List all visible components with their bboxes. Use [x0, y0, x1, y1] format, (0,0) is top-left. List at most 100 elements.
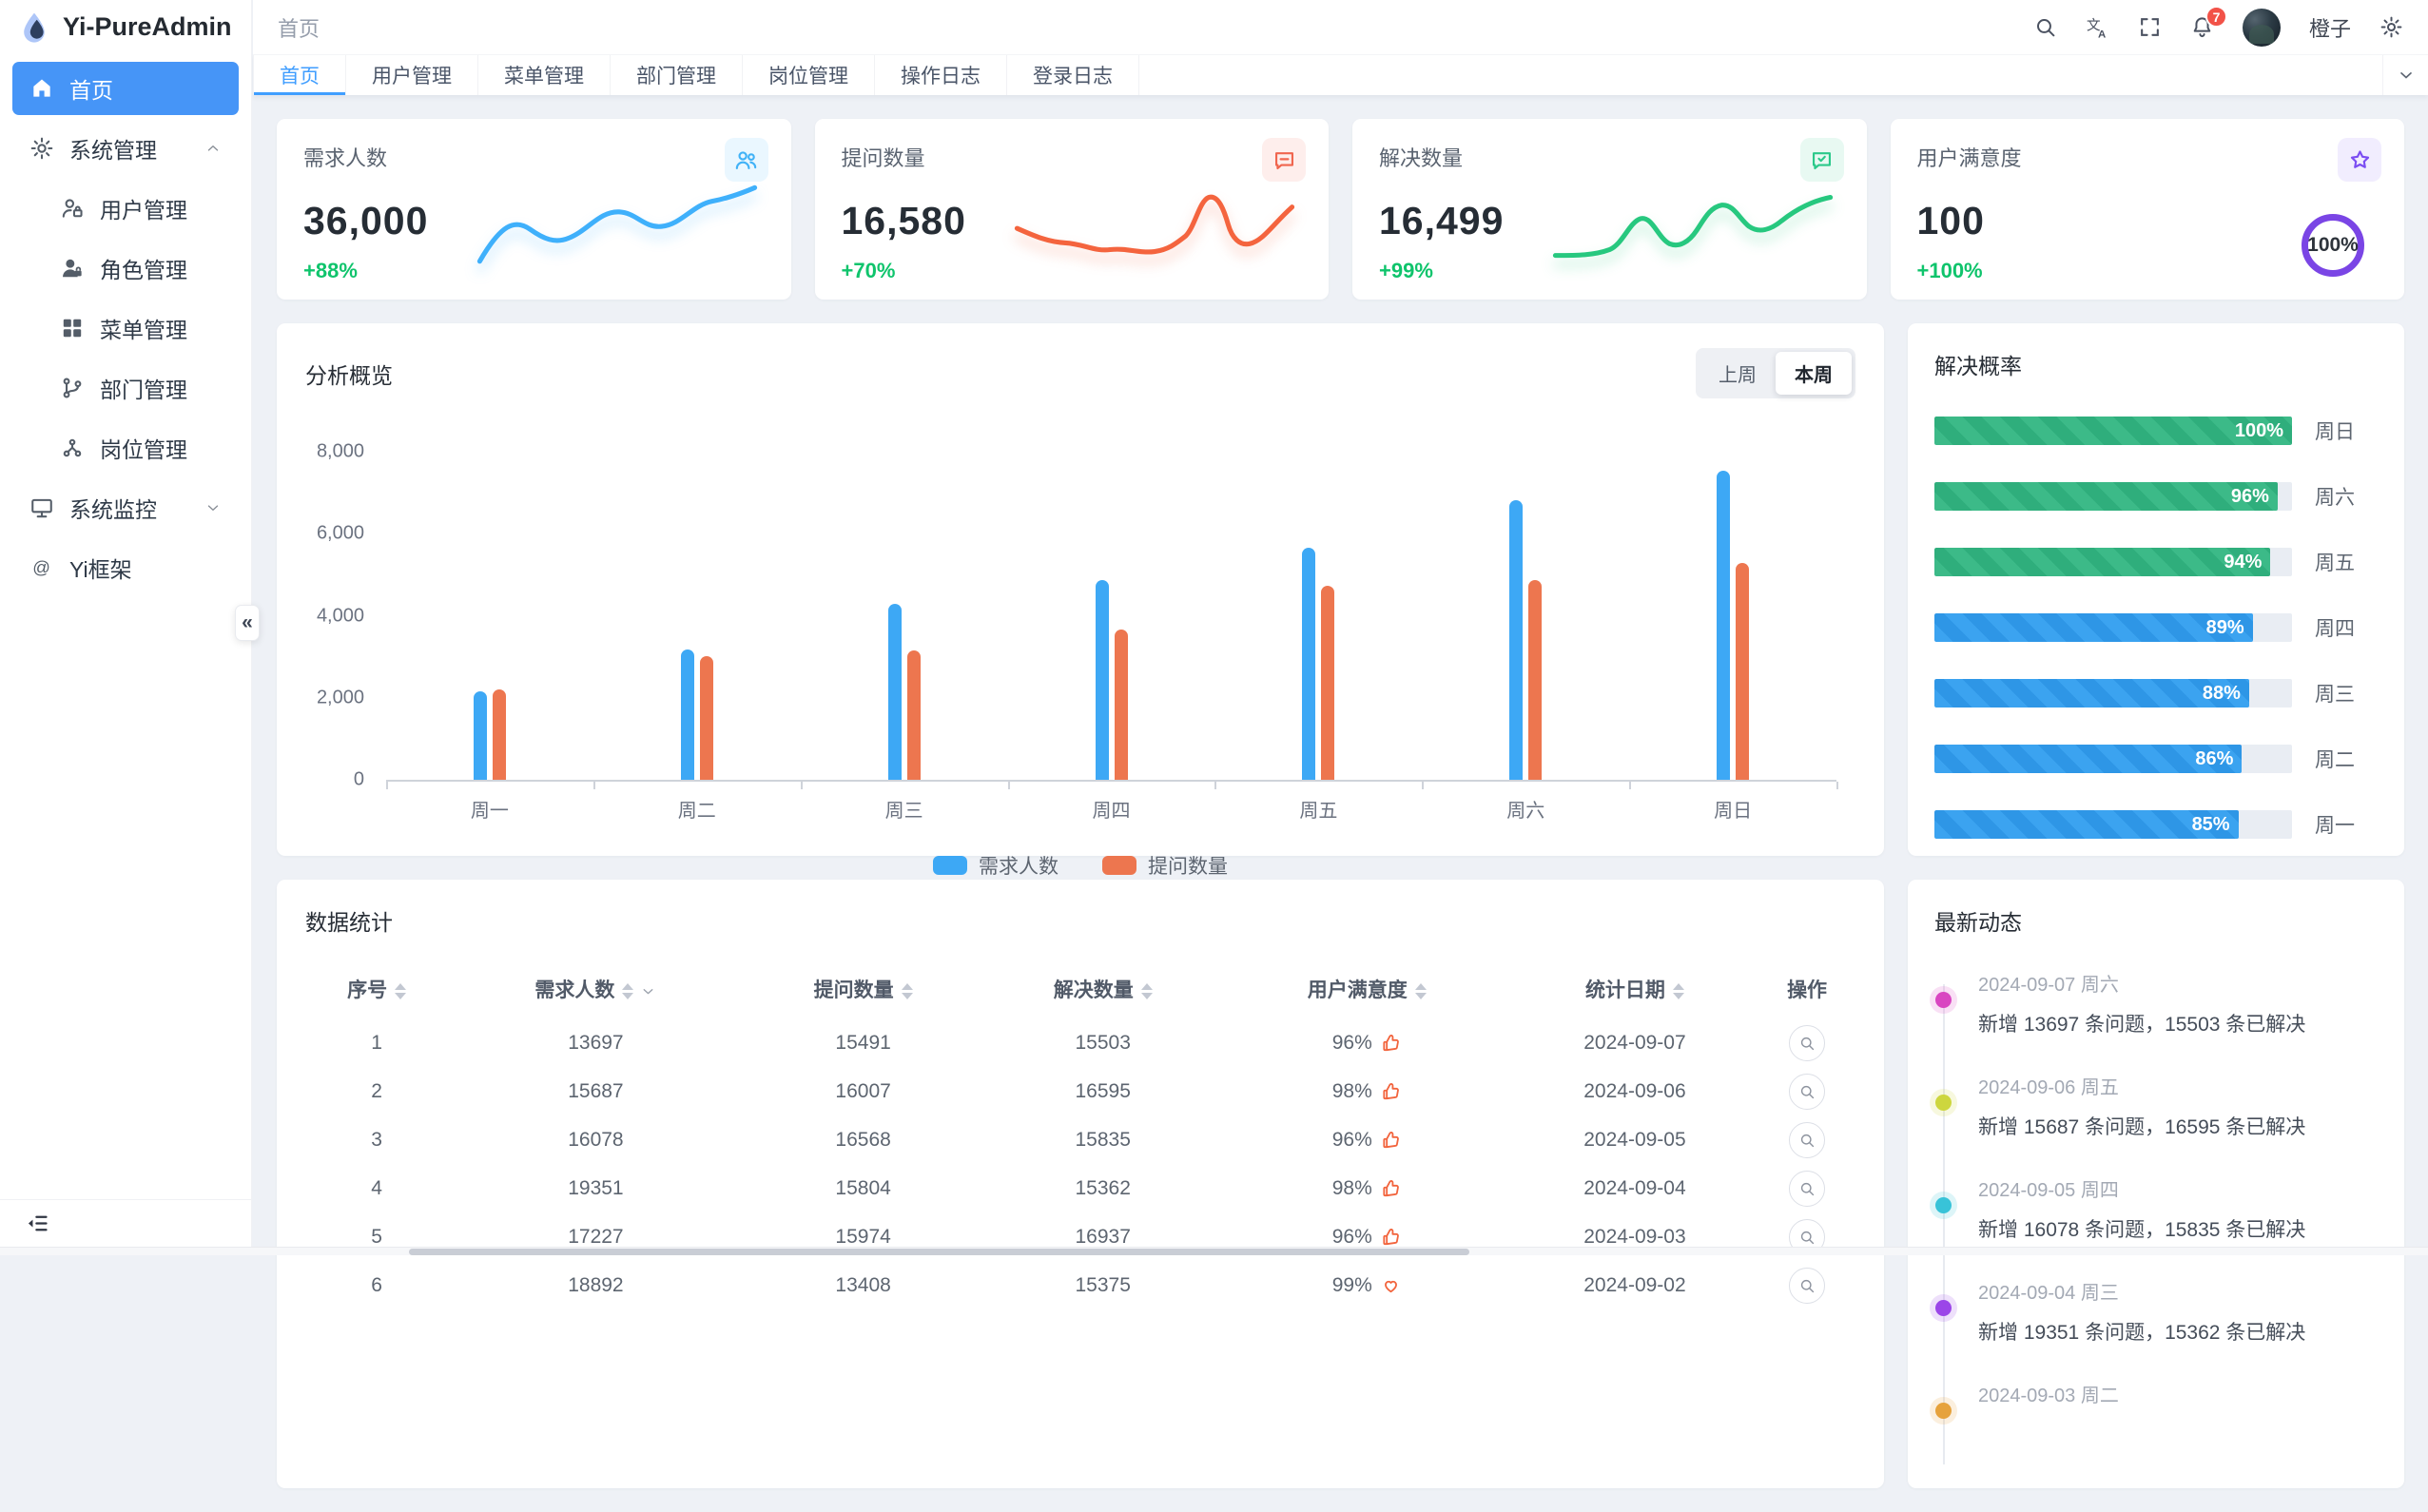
sidebar-item-菜单管理[interactable]: 菜单管理 [12, 301, 239, 355]
tab-登录日志[interactable]: 登录日志 [1007, 55, 1139, 95]
sidebar-collapse-handle[interactable]: « [235, 605, 260, 641]
column-header-需求人数: 需求人数 [448, 960, 743, 1018]
view-row-button[interactable] [1789, 1170, 1826, 1207]
gear-icon[interactable] [2379, 15, 2403, 39]
app-title: Yi-PureAdmin [63, 12, 232, 41]
sidebar-item-岗位管理[interactable]: 岗位管理 [12, 421, 239, 475]
bar-需求人数[interactable] [887, 604, 902, 780]
bar-提问数量[interactable] [1528, 580, 1543, 780]
stat-card-value: 100 [1916, 199, 1985, 242]
x-axis-labels: 周一 周二 周三 周四 周五 周六 周日 [386, 795, 1836, 823]
filter-chevron-icon[interactable] [640, 983, 656, 999]
bell-icon[interactable]: 7 [2190, 6, 2227, 39]
bar-需求人数[interactable] [1717, 471, 1731, 780]
tab-label: 菜单管理 [504, 66, 584, 87]
sort-carets[interactable] [1672, 982, 1684, 999]
progress-track: 94% [1934, 548, 2292, 576]
legend-item-需求人数[interactable]: 需求人数 [933, 851, 1059, 880]
solve-rate-row-周一: 85% 周一 [1934, 810, 2378, 839]
bar-提问数量[interactable] [1321, 586, 1335, 780]
sidebar-item-首页[interactable]: 首页 [12, 62, 239, 115]
svg-text:文: 文 [2087, 18, 2101, 34]
data-statistics-title: 数据统计 [305, 910, 393, 935]
activity-item: 2024-09-03 周二 [1934, 1380, 2378, 1419]
cell-actions [1758, 1115, 1855, 1164]
tab-岗位管理[interactable]: 岗位管理 [743, 55, 875, 95]
sidebar-item-角色管理[interactable]: 角色管理 [12, 242, 239, 295]
bar-需求人数[interactable] [473, 691, 487, 780]
legend-swatch [1102, 856, 1136, 875]
legend-item-提问数量[interactable]: 提问数量 [1102, 851, 1228, 880]
tab-操作日志[interactable]: 操作日志 [875, 55, 1007, 95]
bar-提问数量[interactable] [1114, 630, 1128, 780]
bar-需求人数[interactable] [1509, 500, 1524, 780]
avatar[interactable] [2242, 8, 2281, 47]
sort-carets[interactable] [622, 982, 634, 999]
fullscreen-icon[interactable] [2138, 15, 2162, 39]
progress-percent: 94% [2224, 551, 2263, 572]
y-axis-label: 4,000 [316, 605, 364, 626]
stat-card-value: 16,499 [1379, 199, 1505, 242]
stat-card-delta: +88% [303, 259, 358, 282]
sort-carets[interactable] [1140, 982, 1153, 999]
grid-icon [60, 316, 85, 340]
sidebar-item-Yi框架[interactable]: @ Yi框架 [12, 541, 239, 594]
search-icon [1798, 1277, 1816, 1294]
view-row-button[interactable] [1789, 1121, 1826, 1158]
tab-部门管理[interactable]: 部门管理 [611, 55, 743, 95]
sidebar-item-label: 岗位管理 [100, 437, 187, 462]
sort-carets[interactable] [395, 982, 407, 999]
sidebar-item-label: Yi框架 [69, 557, 132, 582]
analysis-overview-title: 分析概览 [305, 362, 393, 388]
bars-area [386, 454, 1836, 780]
progress-fill: 85% [1934, 810, 2239, 839]
toggle-上周[interactable]: 上周 [1719, 365, 1757, 386]
sidebar-item-部门管理[interactable]: 部门管理 [12, 361, 239, 415]
cell-date: 2024-09-07 [1583, 1031, 1686, 1054]
bar-提问数量[interactable] [1736, 563, 1750, 780]
bar-chart: 0 2,000 4,000 6,000 8,000 [317, 441, 1838, 790]
progress-track: 86% [1934, 745, 2292, 773]
bar-需求人数[interactable] [1095, 580, 1109, 780]
stat-card-用户满意度: 用户满意度 100 +100% 100% [1890, 119, 2404, 300]
view-row-button[interactable] [1789, 1024, 1826, 1061]
bar-提问数量[interactable] [492, 689, 506, 780]
activity-item: 2024-09-06 周五 新增 15687 条问题，16595 条已解决 [1934, 1072, 2378, 1140]
table-row: 3 16078 16568 15835 96% 2024-09-05 [305, 1115, 1855, 1164]
sidebar-item-系统监控[interactable]: 系统监控 [12, 481, 239, 534]
scrollbar-thumb[interactable] [409, 1249, 1469, 1255]
sort-carets[interactable] [901, 982, 913, 999]
sidebar-item-用户管理[interactable]: 用户管理 [12, 182, 239, 235]
bar-需求人数[interactable] [1302, 548, 1316, 780]
cell-demand: 15687 [568, 1079, 624, 1102]
column-header-解决数量: 解决数量 [983, 960, 1223, 1018]
sidebar-nav: 首页系统管理用户管理角色管理菜单管理部门管理岗位管理系统监控 @ Yi框架 [0, 54, 251, 594]
fold-sidebar-icon[interactable] [25, 1211, 50, 1236]
timeline-dot [1935, 1197, 1952, 1213]
view-row-button[interactable] [1789, 1267, 1826, 1304]
sort-carets[interactable] [1414, 982, 1427, 999]
user-name[interactable]: 橙子 [2308, 16, 2351, 41]
satisfaction-value: 96% [1331, 1225, 1372, 1248]
horizontal-scrollbar[interactable] [0, 1247, 2428, 1255]
tabs-dropdown-button[interactable] [2382, 55, 2428, 95]
bar-group-周六 [1422, 454, 1629, 780]
search-icon[interactable] [2033, 15, 2057, 39]
bar-提问数量[interactable] [906, 650, 921, 780]
bar-提问数量[interactable] [699, 656, 713, 780]
view-row-button[interactable] [1789, 1073, 1826, 1110]
tab-菜单管理[interactable]: 菜单管理 [478, 55, 611, 95]
cell-questions: 13408 [835, 1273, 891, 1296]
bar-需求人数[interactable] [680, 649, 694, 780]
search-icon [1798, 1180, 1816, 1197]
column-label: 序号 [347, 979, 388, 1001]
tab-首页[interactable]: 首页 [253, 55, 346, 95]
breadcrumb[interactable]: 首页 [278, 16, 320, 41]
tab-用户管理[interactable]: 用户管理 [346, 55, 478, 95]
toggle-本周[interactable]: 本周 [1776, 352, 1852, 395]
sidebar-item-系统管理[interactable]: 系统管理 [12, 122, 239, 175]
progress-day-label: 周六 [2315, 487, 2355, 509]
legend-swatch [933, 856, 967, 875]
